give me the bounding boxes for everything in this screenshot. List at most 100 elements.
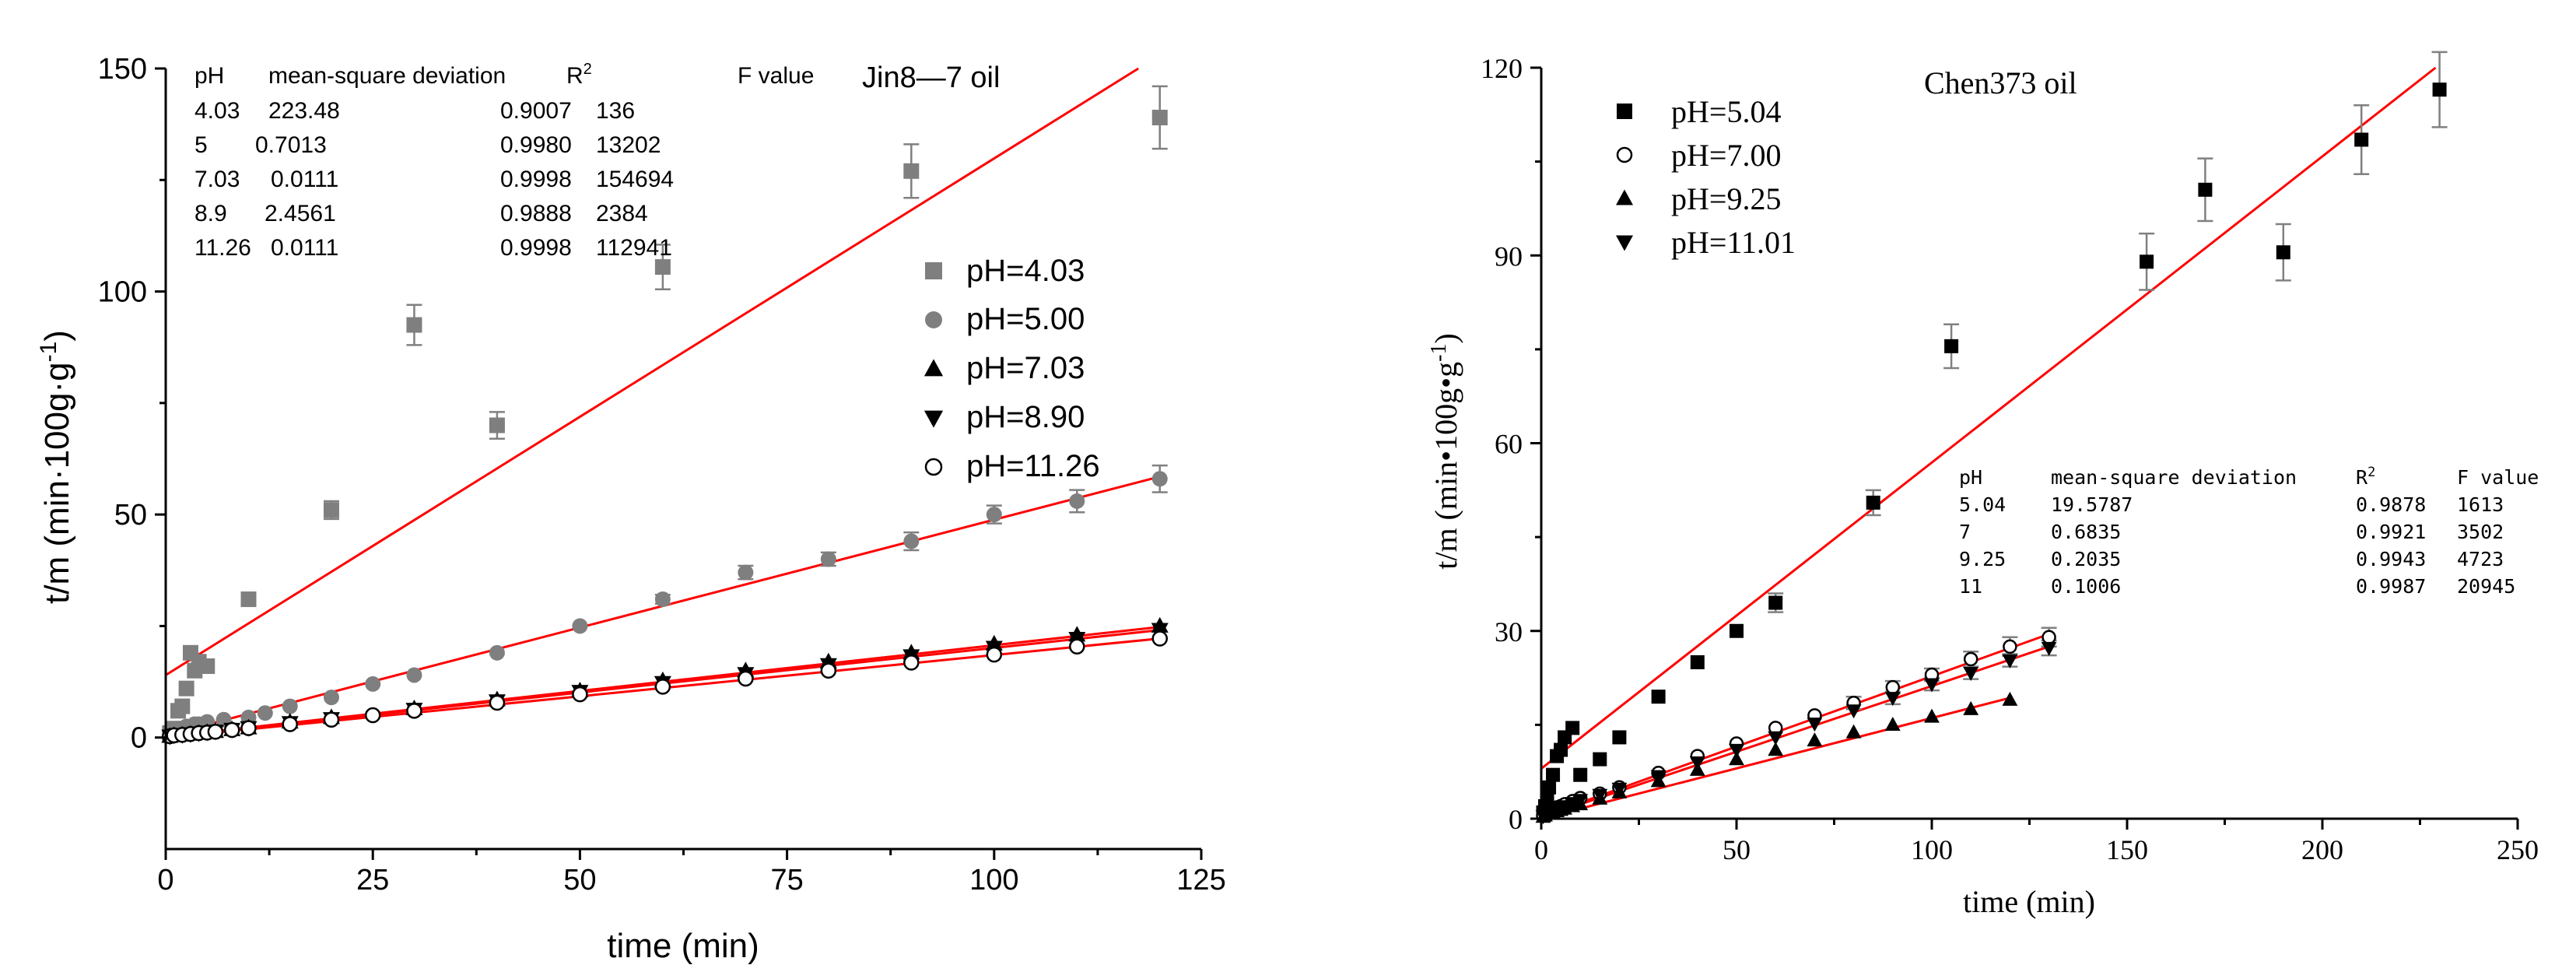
fit-lines bbox=[1540, 66, 2437, 820]
data-point bbox=[1845, 724, 1862, 739]
data-point bbox=[1151, 471, 1168, 487]
data-point bbox=[1768, 742, 1784, 756]
table-header-r2: R2 bbox=[566, 61, 592, 89]
x-tick-label: 250 bbox=[2497, 834, 2539, 865]
data-point bbox=[1565, 721, 1580, 735]
y-axis-label: t/m (min•100g•g-1) bbox=[1427, 333, 1463, 570]
data-point bbox=[282, 716, 298, 732]
legend-marker bbox=[925, 311, 942, 328]
y-axis-label: t/m (min·100g·g-1) bbox=[36, 330, 76, 604]
y-axis-label-main: t/m (min•100g•g bbox=[1428, 362, 1463, 570]
x-tick-label: 25 bbox=[356, 864, 389, 897]
data-point bbox=[174, 698, 191, 714]
data-point bbox=[1924, 708, 1940, 723]
x-tick-label: 125 bbox=[1176, 864, 1225, 897]
legend-marker bbox=[924, 410, 944, 428]
x-tick-label: 200 bbox=[2301, 834, 2343, 865]
table-cell: 4.03 bbox=[195, 98, 240, 124]
data-point bbox=[986, 507, 1002, 523]
data-point bbox=[654, 259, 671, 275]
data-point bbox=[406, 317, 422, 333]
legend-marker bbox=[925, 262, 942, 279]
table-header-msd: mean-square deviation bbox=[268, 63, 506, 89]
data-point bbox=[903, 533, 920, 549]
stats-table: pH mean-square deviation R2 F value 4.03… bbox=[195, 61, 814, 261]
data-point bbox=[199, 658, 216, 675]
table-header-ph: pH bbox=[195, 63, 224, 89]
y-tick-label: 150 bbox=[98, 53, 147, 86]
table-cell: 223.48 bbox=[268, 98, 340, 124]
legend-marker bbox=[1616, 189, 1633, 205]
legend-marker bbox=[1616, 235, 1633, 251]
data-point bbox=[406, 667, 422, 683]
table-cell: 0.0111 bbox=[271, 235, 338, 261]
data-point bbox=[1542, 780, 1557, 795]
data-point bbox=[2198, 182, 2213, 197]
table-cell: 8.9 bbox=[195, 201, 227, 226]
fit-line bbox=[165, 67, 1139, 676]
data-point bbox=[207, 724, 224, 740]
x-tick-label: 50 bbox=[563, 864, 596, 897]
data-point bbox=[282, 698, 298, 714]
data-point bbox=[2042, 630, 2056, 645]
data-point bbox=[738, 564, 754, 581]
table-cell: 0.1006 bbox=[2051, 575, 2121, 598]
data-point bbox=[2002, 654, 2018, 668]
data-point bbox=[1592, 788, 1608, 803]
table-cell: 0.2035 bbox=[2051, 548, 2121, 570]
data-point bbox=[489, 694, 506, 711]
table-cell: 3502 bbox=[2457, 521, 2504, 543]
data-point bbox=[323, 502, 339, 518]
stats-table: pH mean-square deviation R2 F value 5.04… bbox=[1959, 465, 2539, 598]
data-point bbox=[1069, 493, 1085, 509]
table-cell: 1613 bbox=[2457, 493, 2504, 516]
data-point bbox=[1650, 770, 1667, 784]
data-point bbox=[1963, 651, 1978, 667]
data-point bbox=[240, 591, 257, 608]
table-cell: 0.9878 bbox=[2356, 493, 2426, 516]
table-header-r-sup: 2 bbox=[584, 61, 592, 78]
table-cell: 0.6835 bbox=[2051, 521, 2121, 543]
data-point bbox=[1572, 794, 1589, 809]
table-cell: 0.7013 bbox=[255, 132, 327, 158]
data-point bbox=[240, 720, 257, 736]
data-point bbox=[1807, 732, 1823, 747]
table-header-f: F value bbox=[738, 63, 814, 89]
y-tick-label: 30 bbox=[1495, 616, 1523, 647]
table-cell: 2384 bbox=[596, 201, 648, 226]
legend-label: pH=9.25 bbox=[1671, 181, 1781, 216]
y-axis-label-sup: -1 bbox=[36, 342, 61, 363]
x-tick-label: 50 bbox=[1723, 834, 1751, 865]
x-tick-label: 0 bbox=[1534, 834, 1548, 865]
data-point bbox=[1690, 654, 1705, 669]
y-axis-label-end: ) bbox=[38, 330, 76, 342]
table-header-r2: R2 bbox=[2356, 465, 2375, 489]
chart-title: Jin8—7 oil bbox=[862, 61, 1000, 94]
legend-marker bbox=[924, 359, 944, 377]
data-point bbox=[1151, 630, 1169, 647]
y-axis-label-sup: -1 bbox=[1427, 344, 1451, 362]
y-axis-label-main: t/m (min·100g·g bbox=[38, 362, 76, 604]
data-point bbox=[323, 690, 339, 706]
data-point bbox=[2432, 82, 2447, 97]
table-header-r-sup: 2 bbox=[2367, 465, 2375, 480]
table-cell: 11.26 bbox=[195, 235, 251, 261]
x-axis-label: time (min) bbox=[1963, 884, 2095, 919]
legend-label: pH=5.00 bbox=[966, 302, 1085, 336]
data-point bbox=[654, 679, 671, 695]
data-point bbox=[1963, 666, 1979, 681]
data-point bbox=[1768, 595, 1783, 610]
data-point bbox=[1963, 700, 1979, 715]
data-point bbox=[223, 721, 240, 739]
table-cell: 13202 bbox=[596, 132, 661, 158]
table-cell: 0.9998 bbox=[500, 167, 572, 192]
data-point bbox=[1866, 495, 1880, 510]
y-tick-label: 120 bbox=[1481, 53, 1523, 84]
data-point bbox=[1884, 717, 1901, 732]
data-point bbox=[1651, 690, 1666, 704]
data-point bbox=[365, 675, 381, 692]
data-point bbox=[2354, 132, 2369, 147]
chart-chen373: 0 50 100 150 200 250 0 30 60 90 120 time (min) t/m… bbox=[1427, 51, 2539, 919]
table-cell: 0.9921 bbox=[2356, 521, 2426, 543]
x-tick-label: 100 bbox=[969, 864, 1018, 897]
